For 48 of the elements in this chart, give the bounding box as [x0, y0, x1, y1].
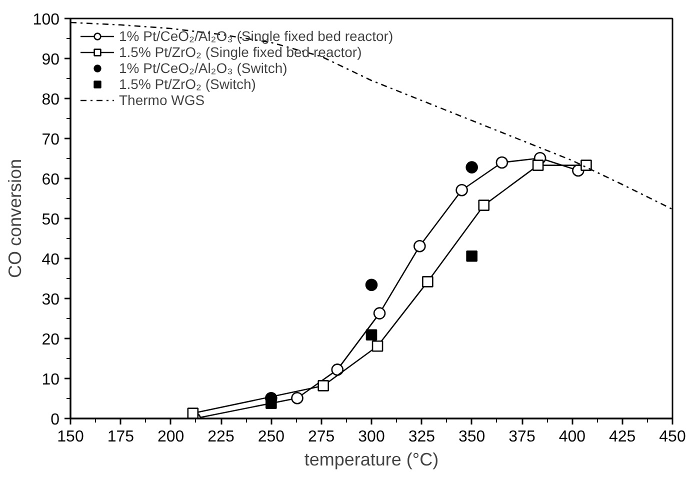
y-tick-label: 10	[42, 372, 60, 388]
x-tick-label: 425	[608, 428, 636, 446]
legend-label: 1.5% Pt/ZrO₂ (Single fixed bed reactor)	[119, 44, 362, 60]
point	[466, 250, 478, 262]
point	[580, 160, 592, 171]
y-tick-label: 30	[42, 292, 60, 308]
point	[456, 184, 468, 196]
point	[422, 276, 434, 288]
point	[331, 364, 344, 376]
point	[496, 156, 508, 169]
x-tick-label: 275	[308, 428, 335, 446]
x-tick-label: 175	[107, 428, 134, 446]
point	[366, 329, 378, 341]
y-tick-label: 90	[42, 52, 60, 68]
x-tick-label: 300	[358, 428, 385, 446]
y-tick-label: 50	[42, 212, 60, 228]
point	[478, 200, 490, 211]
y-tick-label: 80	[42, 92, 60, 108]
point	[291, 392, 304, 404]
y-tick-label: 100	[32, 12, 60, 28]
legend-label: 1% Pt/CeO₂/Al₂O₃ (Switch)	[119, 60, 288, 76]
y-tick-label: 0	[50, 412, 60, 428]
point	[466, 161, 478, 174]
legend-label: 1.5% Pt/ZrO₂ (Switch)	[119, 76, 256, 92]
y-tick-label: 60	[42, 172, 60, 188]
point	[532, 160, 544, 171]
x-tick-label: 250	[258, 428, 285, 446]
point	[318, 380, 329, 392]
point	[414, 240, 426, 252]
x-tick-label: 225	[208, 428, 234, 446]
y-axis-title: CO conversion	[4, 158, 25, 278]
legend-label: 1% Pt/CeO₂/Al₂O₃ (Single fixed bed reactor)	[119, 28, 394, 44]
y-tick-label: 20	[42, 332, 60, 348]
y-tick-label: 40	[42, 252, 60, 268]
point	[373, 307, 386, 320]
point	[187, 408, 199, 418]
x-tick-label: 150	[57, 428, 84, 446]
legend-label: Thermo WGS	[119, 92, 205, 108]
x-tick-label: 400	[558, 428, 586, 446]
x-tick-label: 325	[408, 428, 436, 446]
x-tick-label: 450	[659, 428, 686, 446]
x-tick-label: 375	[508, 428, 536, 446]
x-axis-title: temperature (°C)	[304, 450, 439, 470]
point	[365, 278, 378, 292]
x-tick-label: 200	[157, 428, 184, 446]
y-tick-label: 70	[42, 132, 60, 148]
x-tick-label: 350	[458, 428, 486, 446]
point	[372, 340, 384, 352]
